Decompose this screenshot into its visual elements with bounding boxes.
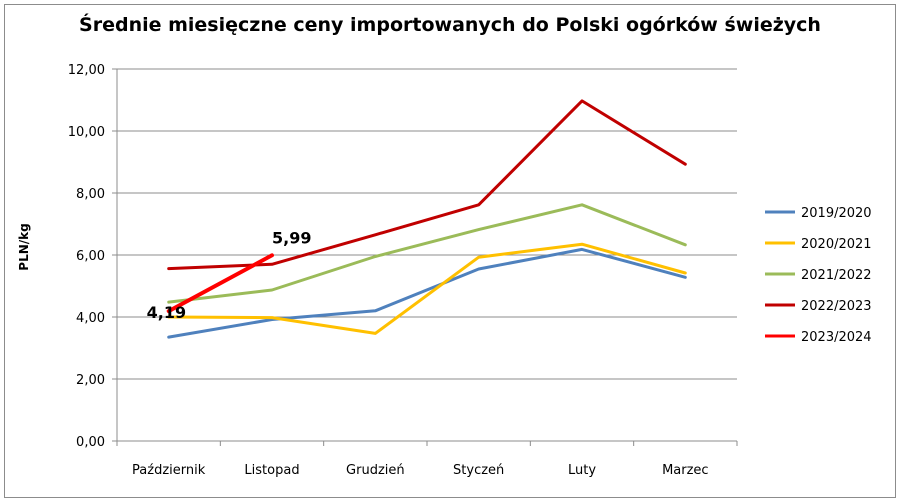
y-tick-label: 10,00 — [68, 125, 105, 140]
series-line — [167, 247, 687, 339]
legend-label: 2020/2021 — [801, 237, 872, 252]
x-tick-label: Październik — [132, 463, 206, 478]
y-tick-label: 2,00 — [76, 373, 105, 388]
y-tick-label: 4,00 — [76, 311, 105, 326]
x-tick-label: Grudzień — [346, 463, 405, 478]
series-line — [167, 242, 687, 335]
legend-label: 2023/2024 — [801, 330, 872, 345]
y-tick-label: 8,00 — [76, 187, 105, 202]
y-tick-label: 12,00 — [68, 63, 105, 78]
x-tick-label: Listopad — [244, 463, 299, 478]
chart-frame — [4, 4, 896, 498]
legend-label: 2019/2020 — [801, 206, 872, 221]
chart-title: Średnie miesięczne ceny importowanych do… — [79, 14, 821, 36]
y-tick-label: 0,00 — [76, 435, 105, 450]
data-label: 4,19 — [147, 303, 186, 322]
legend-label: 2022/2023 — [801, 299, 872, 314]
x-tick-label: Styczeń — [453, 463, 504, 478]
series-line — [166, 253, 274, 314]
y-tick-label: 6,00 — [76, 249, 105, 264]
series-line — [167, 203, 687, 304]
legend-label: 2021/2022 — [801, 268, 872, 283]
x-tick-label: Luty — [568, 463, 596, 478]
x-tick-label: Marzec — [662, 463, 709, 478]
data-label: 5,99 — [272, 228, 311, 247]
